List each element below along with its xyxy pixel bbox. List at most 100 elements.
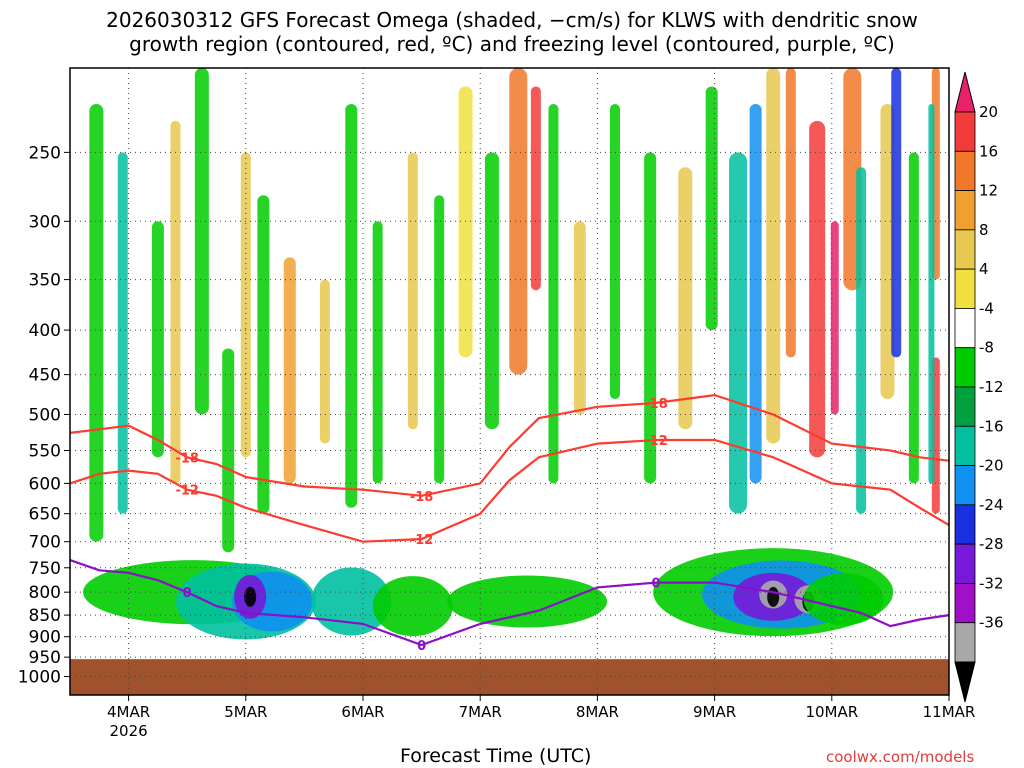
colorbar-swatch — [954, 386, 976, 427]
x-tick-label: 7MAR — [459, 703, 502, 721]
y-tick-label: 950 — [29, 648, 61, 668]
colorbar-swatch — [954, 465, 976, 506]
chart-title: 2026030312 GFS Forecast Omega (shaded, −… — [0, 8, 1024, 56]
contour-label: -12 — [644, 434, 668, 449]
omega-shade-band — [407, 152, 418, 430]
omega-shade-band — [678, 167, 693, 430]
contour-label: -18 — [410, 490, 434, 505]
contour-label: 0 — [417, 639, 426, 654]
y-tick-label: 300 — [29, 212, 61, 232]
y-tick-label: 450 — [29, 366, 61, 386]
y-tick-label: 750 — [29, 559, 61, 579]
contour-label: -18 — [644, 397, 668, 412]
omega-core — [803, 573, 884, 626]
omega-shade-band — [766, 68, 781, 444]
colorbar: 20 16 12 8 4 -4 -8 -12 -16 -20 -24 -28 -32 -36 — [954, 71, 1004, 703]
omega-shade-band — [749, 104, 762, 484]
omega-shade-band — [170, 120, 181, 484]
x-tick-label: 6MAR — [341, 703, 384, 721]
x-tick-label: 11MAR — [923, 703, 976, 721]
colorbar-swatch — [954, 347, 976, 388]
contour-line-dgz_minus18 — [69, 393, 950, 497]
omega-shade-band — [222, 348, 235, 553]
colorbar-label: 8 — [979, 221, 989, 239]
omega-shade-band — [705, 86, 718, 331]
y-tick-label: 650 — [29, 505, 61, 525]
omega-core — [244, 586, 257, 607]
plot-frame — [69, 67, 950, 696]
omega-core — [447, 575, 608, 628]
omega-shade-band — [372, 221, 383, 484]
omega-shade-band — [856, 167, 867, 514]
colorbar-label: -8 — [979, 339, 994, 357]
y-tick-label: 550 — [29, 442, 61, 462]
omega-shade-band — [283, 257, 296, 484]
colorbar-label: -32 — [979, 574, 1004, 592]
omega-shade-band — [345, 104, 358, 508]
omega-shade-band — [319, 279, 330, 444]
y-axis: 2503003504004505005506006507007508008509… — [18, 143, 70, 688]
omega-shade-band — [484, 152, 499, 430]
omega-core — [311, 567, 392, 636]
contour-layer: -12 -12 -12 -18 -18 -18 0 0 0 — [69, 393, 950, 654]
y-tick-label: 850 — [29, 606, 61, 626]
colorbar-label: -20 — [979, 457, 1004, 475]
colorbar-swatch — [954, 425, 976, 466]
colorbar-label: 20 — [979, 103, 998, 121]
terrain-fill — [70, 659, 949, 695]
colorbar-swatch — [954, 308, 976, 349]
colorbar-label: -24 — [979, 496, 1004, 514]
x-tick-label: 9MAR — [693, 703, 736, 721]
y-tick-label: 400 — [29, 321, 61, 341]
omega-shade-band — [89, 104, 104, 542]
omega-shade-band — [609, 104, 620, 400]
omega-shade-band — [830, 221, 839, 415]
omega-shade-band — [548, 104, 559, 484]
contour-line-dgz_minus12 — [69, 438, 950, 543]
omega-shade-band — [785, 68, 796, 358]
omega-shade-band — [928, 104, 935, 484]
y-tick-label: 800 — [29, 583, 61, 603]
y-tick-label: 500 — [29, 405, 61, 425]
x-tick-label: 4MAR — [107, 703, 150, 721]
contour-line-freezing_level_0 — [69, 559, 950, 647]
colorbar-swatch — [954, 111, 976, 152]
chart-title-line2: growth region (contoured, red, ºC) and f… — [129, 32, 895, 56]
x-tick-label: 8MAR — [576, 703, 619, 721]
credit-link[interactable]: coolwx.com/models — [826, 748, 975, 766]
colorbar-label: -28 — [979, 535, 1004, 553]
x-tick-label: 5MAR — [224, 703, 267, 721]
colorbar-swatch — [954, 190, 976, 231]
y-tick-label: 1000 — [18, 668, 61, 688]
y-tick-label: 900 — [29, 628, 61, 648]
omega-shade-band — [908, 152, 919, 484]
omega-shade-band — [257, 195, 270, 514]
colorbar-label: -12 — [979, 378, 1004, 396]
omega-shade-band — [151, 221, 164, 458]
omega-shade-band — [644, 152, 657, 484]
y-tick-label: 600 — [29, 474, 61, 494]
colorbar-top-arrow — [954, 71, 976, 113]
omega-shade-band — [434, 195, 445, 484]
contour-label: -12 — [175, 484, 199, 499]
terrain-layer — [70, 659, 949, 695]
x-tick-label: 10MAR — [805, 703, 858, 721]
omega-shade-band — [891, 68, 902, 358]
colorbar-bottom-arrow — [954, 661, 976, 703]
omega-shade-band — [809, 120, 826, 458]
colorbar-swatch — [954, 583, 976, 624]
colorbar-label: -4 — [979, 299, 994, 317]
colorbar-swatch — [954, 622, 976, 663]
y-tick-label: 700 — [29, 533, 61, 553]
y-tick-label: 350 — [29, 271, 61, 291]
colorbar-swatch — [954, 504, 976, 545]
omega-core — [372, 576, 453, 637]
omega-shade-band — [117, 152, 128, 514]
x-year-label: 2026 — [110, 722, 148, 740]
colorbar-label: -36 — [979, 614, 1004, 632]
colorbar-label: -16 — [979, 417, 1004, 435]
omega-shade-band — [458, 86, 473, 358]
omega-shade-band — [880, 104, 895, 400]
omega-shade-band — [729, 152, 748, 514]
